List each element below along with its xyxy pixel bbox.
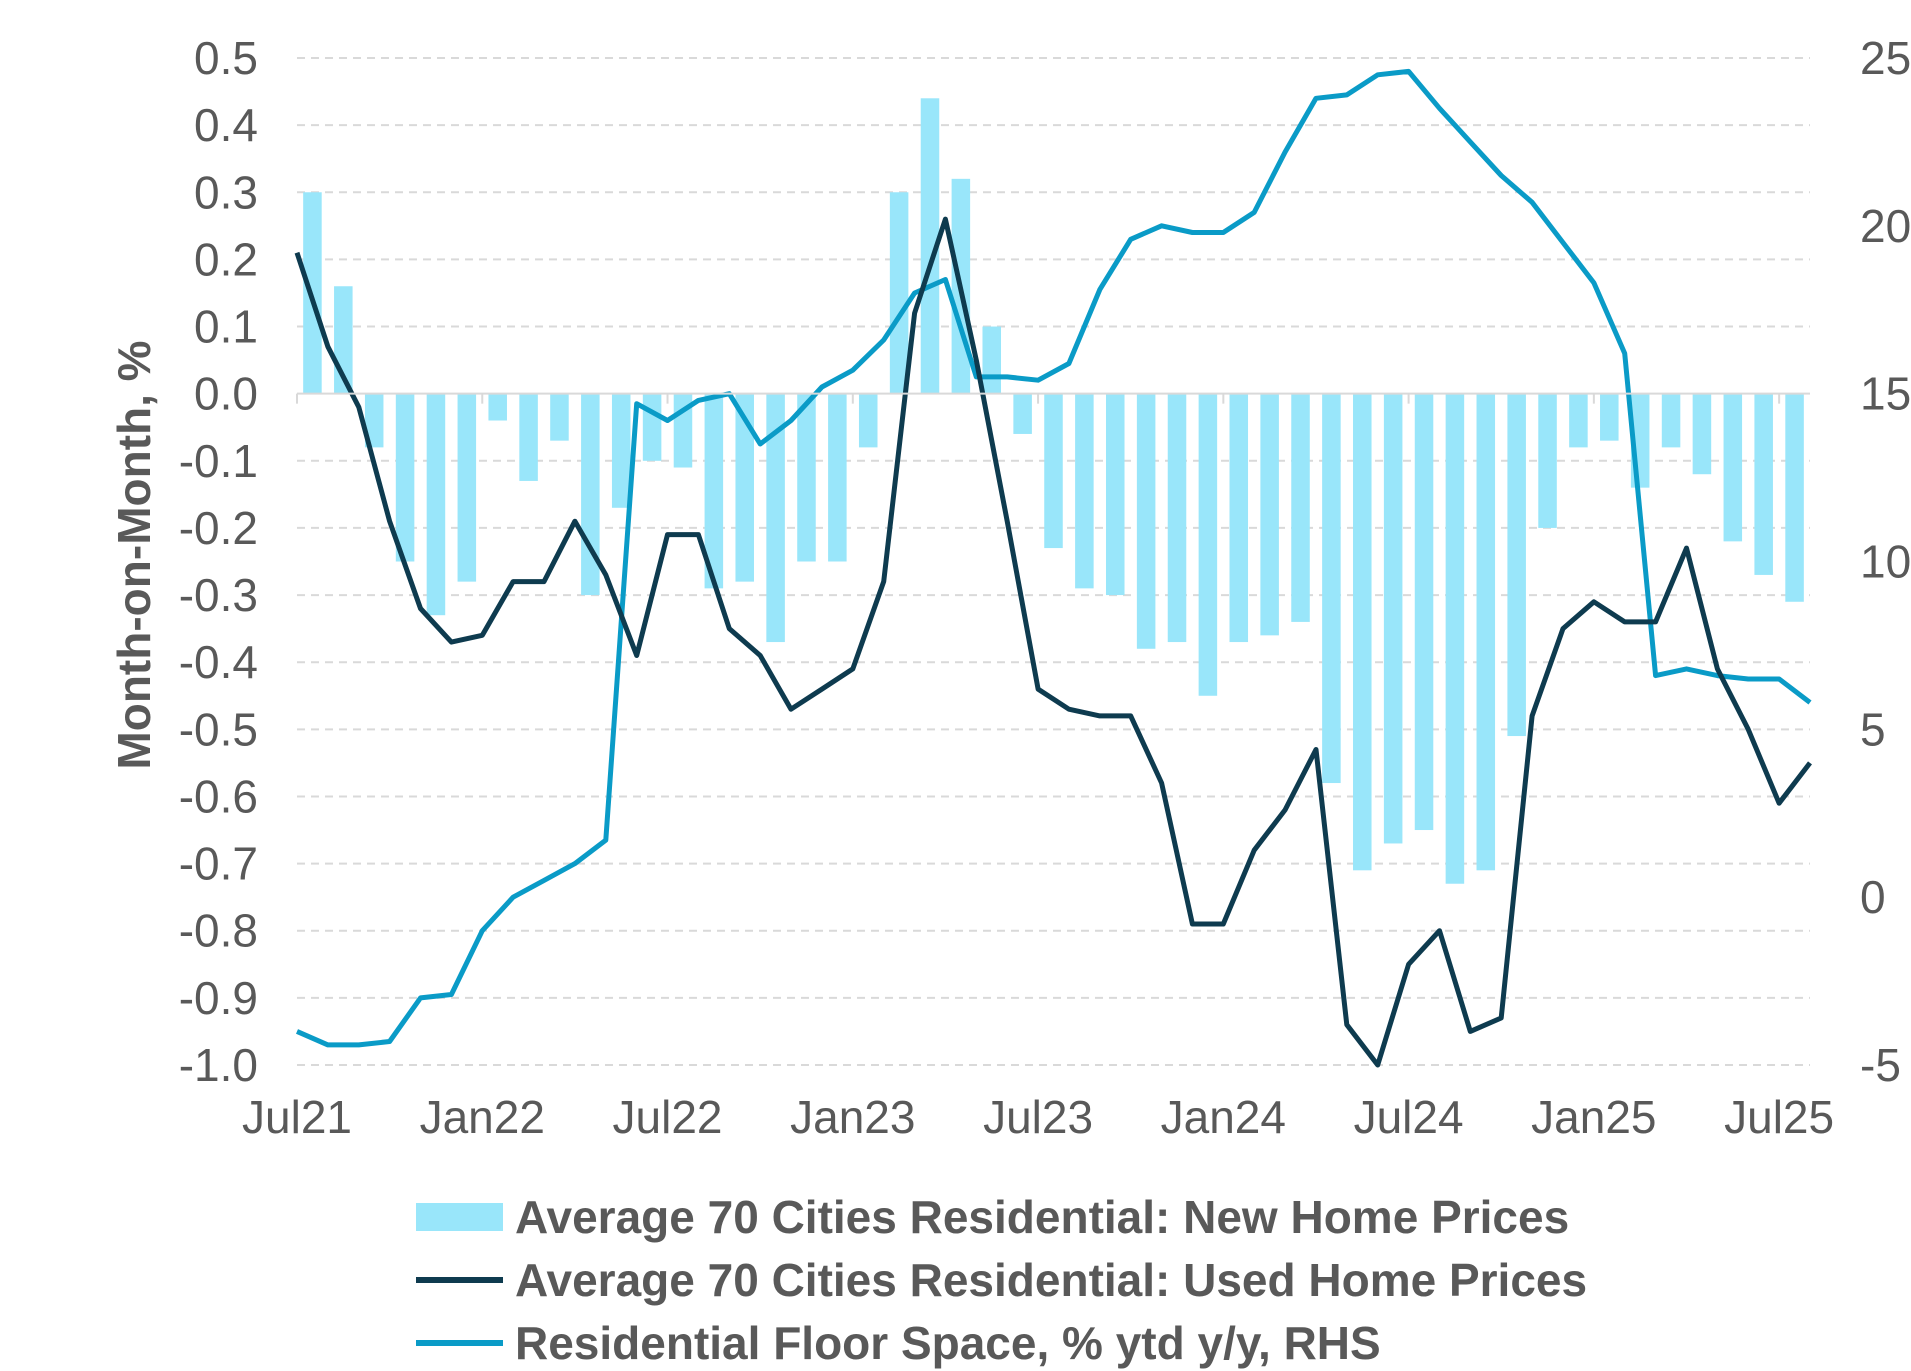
left-axis-tick-label: 0.2 [194, 233, 258, 285]
bar-new-home-prices [1785, 393, 1804, 602]
bar-new-home-prices [1136, 393, 1156, 649]
x-axis-tick-label: Jan23 [790, 1091, 915, 1143]
left-axis-tick-label: -0.4 [179, 636, 258, 688]
bar-new-home-prices [766, 393, 785, 643]
right-axis-tick-label: 20 [1860, 200, 1911, 252]
bar-new-home-prices [920, 98, 940, 394]
left-axis-tick-label: 0.1 [194, 301, 258, 353]
legend-label: Average 70 Cities Residential: Used Home… [515, 1254, 1587, 1306]
bar-new-home-prices [1414, 393, 1434, 831]
right-axis-tick-label: 15 [1860, 368, 1911, 420]
x-axis-tick-label: Jan24 [1161, 1091, 1286, 1143]
bar-new-home-prices [364, 393, 384, 448]
line-used-home-prices [294, 216, 1812, 1068]
bar-new-home-prices [858, 393, 878, 448]
right-axis-tick-label: -5 [1860, 1039, 1901, 1091]
x-axis-tick-label: Jul24 [1354, 1091, 1464, 1143]
left-axis-tick-label: -0.2 [179, 502, 258, 554]
legend-swatch-new-home-prices [416, 1203, 503, 1231]
bar-new-home-prices [1692, 393, 1712, 475]
left-axis-tick-label: 0.4 [194, 99, 258, 151]
right-axis-tick-label: 0 [1860, 871, 1886, 923]
bar-new-home-prices [457, 393, 477, 582]
bar-new-home-prices [1507, 393, 1526, 737]
bar-new-home-prices [1322, 393, 1341, 784]
bar-new-home-prices [519, 393, 538, 481]
bar-series-new-home-prices [303, 98, 1804, 884]
left-axis-tick-label: 0.5 [194, 32, 258, 84]
x-axis-tick-label: Jul23 [983, 1091, 1093, 1143]
left-axis-tick-label: -0.5 [179, 703, 258, 755]
right-axis-tick-label: 10 [1860, 536, 1911, 588]
left-axis-tick-label: 0.0 [194, 368, 258, 420]
bar-new-home-prices [828, 393, 847, 562]
bar-new-home-prices [395, 393, 415, 562]
left-axis-tick-label: -1.0 [179, 1039, 258, 1091]
left-axis-tick-label: -0.3 [179, 569, 258, 621]
legend-label: Average 70 Cities Residential: New Home … [515, 1191, 1569, 1243]
bar-new-home-prices [735, 393, 754, 582]
bar-new-home-prices [797, 393, 816, 562]
bar-new-home-prices [550, 393, 569, 441]
x-axis-tick-label: Jul21 [242, 1091, 352, 1143]
legend: Average 70 Cities Residential: New Home … [416, 1191, 1587, 1369]
line-residential-floor-space [295, 68, 1812, 1048]
bar-new-home-prices [1229, 393, 1249, 643]
bar-new-home-prices [889, 192, 909, 394]
x-axis-tick-label: Jan22 [420, 1091, 545, 1143]
bar-new-home-prices [1013, 393, 1032, 434]
left-axis-tick-label: -0.1 [179, 435, 258, 487]
axes: 0.5 0.4 0.3 0.2 0.1 0.0 -0.1 -0.2 -0.3 -0.4 -0.5 -0… [179, 32, 1911, 1143]
bar-new-home-prices [1260, 393, 1279, 636]
right-axis-tick-label: 5 [1860, 703, 1886, 755]
bar-new-home-prices [1353, 393, 1372, 871]
bar-new-home-prices [1538, 393, 1557, 528]
left-axis-tick-label: -0.9 [179, 972, 258, 1024]
bar-new-home-prices [982, 326, 1002, 394]
x-axis-tick-label: Jul22 [613, 1091, 723, 1143]
bar-new-home-prices [1383, 393, 1403, 844]
right-axis-tick-label: 25 [1860, 32, 1911, 84]
left-axis-tick-label: -0.7 [179, 838, 258, 890]
x-axis-tick-label: Jan25 [1531, 1091, 1656, 1143]
left-axis-tick-label: -0.6 [179, 770, 258, 822]
bar-new-home-prices [642, 393, 662, 461]
bar-new-home-prices [1167, 393, 1187, 643]
bar-new-home-prices [1569, 393, 1588, 448]
bar-new-home-prices [426, 393, 446, 616]
y-axis-title: Month-on-Month, % [108, 340, 160, 769]
bar-new-home-prices [1476, 393, 1496, 871]
bar-new-home-prices [611, 393, 631, 508]
bar-new-home-prices [1291, 393, 1310, 622]
bar-new-home-prices [488, 393, 507, 421]
bar-new-home-prices [1600, 393, 1619, 441]
bar-new-home-prices [704, 393, 724, 589]
legend-label: Residential Floor Space, % ytd y/y, RHS [515, 1317, 1381, 1369]
line-series [294, 68, 1812, 1068]
bar-new-home-prices [1754, 393, 1773, 575]
bar-new-home-prices [1105, 393, 1125, 596]
left-axis-tick-label: 0.3 [194, 166, 258, 218]
bar-new-home-prices [581, 393, 600, 596]
bar-new-home-prices [1075, 393, 1094, 589]
bar-new-home-prices [1198, 393, 1218, 696]
bar-new-home-prices [1445, 393, 1465, 884]
x-axis-tick-label: Jul25 [1724, 1091, 1834, 1143]
bar-new-home-prices [1044, 393, 1063, 549]
left-axis-tick-label: -0.8 [179, 905, 258, 957]
gridlines [297, 57, 1810, 1066]
bar-new-home-prices [1661, 393, 1681, 448]
bar-new-home-prices [1723, 393, 1743, 542]
